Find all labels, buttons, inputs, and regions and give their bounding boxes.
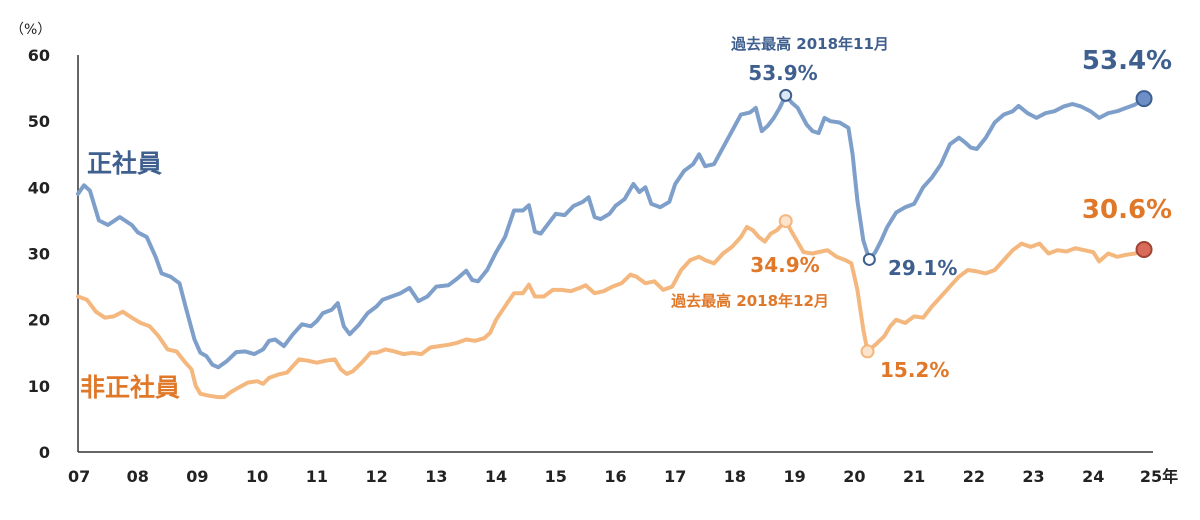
nonregular-peak-title: 過去最高 2018年12月: [670, 292, 829, 310]
nonregular-latest-marker: [1135, 241, 1153, 259]
x-tick-label: 07: [68, 467, 90, 486]
y-tick-label: 50: [28, 112, 50, 131]
x-tick-label: 10: [246, 467, 268, 486]
nonregular-peak-marker: [778, 214, 793, 229]
x-tick-label: 11: [306, 467, 328, 486]
y-tick-label: 10: [28, 377, 50, 396]
regular-peak-marker: [779, 88, 793, 102]
y-tick-label: 60: [28, 46, 50, 65]
x-tick-label: 13: [425, 467, 447, 486]
x-tick-label: 20: [843, 467, 865, 486]
x-tick-labels: 07 08 09 10 11 12 13 14 15 16 17 18 19 20 21 22 23 24 25年: [68, 467, 1178, 486]
x-tick-label: 15: [545, 467, 567, 486]
x-tick-label: 22: [963, 467, 985, 486]
x-tick-label: 23: [1022, 467, 1044, 486]
regular-latest-marker: [1135, 90, 1153, 108]
regular-trough-marker: [862, 252, 876, 266]
y-axis-unit: （%）: [10, 22, 51, 38]
series-markers: [778, 88, 1153, 359]
x-tick-label: 08: [127, 467, 149, 486]
x-tick-label: 17: [664, 467, 686, 486]
regular-peak-value: 53.9%: [748, 61, 817, 85]
series-lines: [76, 93, 1146, 400]
x-tick-label: 16: [604, 467, 626, 486]
regular-trough-value: 29.1%: [888, 256, 957, 280]
x-tick-label: 18: [724, 467, 746, 486]
x-tick-label: 09: [186, 467, 208, 486]
nonregular-peak-value: 34.9%: [750, 253, 819, 277]
x-tick-label: 19: [784, 467, 806, 486]
chart-axes: [77, 55, 1153, 453]
regular-peak-title: 過去最高 2018年11月: [730, 35, 889, 53]
series-line-nonregular: [76, 219, 1146, 400]
series-label-regular: 正社員: [87, 149, 162, 178]
x-tick-label: 21: [903, 467, 925, 486]
nonregular-trough-marker: [860, 344, 875, 359]
nonregular-trough-value: 15.2%: [880, 358, 949, 382]
y-tick-label: 0: [39, 443, 50, 462]
x-tick-label: 25年: [1140, 467, 1178, 486]
y-tick-label: 30: [28, 245, 50, 264]
y-tick-label: 40: [28, 178, 50, 197]
x-tick-label: 12: [365, 467, 387, 486]
x-tick-label: 14: [485, 467, 507, 486]
y-tick-label: 20: [28, 311, 50, 330]
y-tick-labels: 0 10 20 30 40 50 60: [28, 46, 50, 462]
series-label-nonregular: 非正社員: [80, 373, 180, 402]
series-line-regular: [76, 93, 1146, 370]
regular-latest-value: 53.4%: [1082, 46, 1172, 76]
nonregular-latest-value: 30.6%: [1082, 195, 1172, 225]
x-tick-label: 24: [1082, 467, 1104, 486]
